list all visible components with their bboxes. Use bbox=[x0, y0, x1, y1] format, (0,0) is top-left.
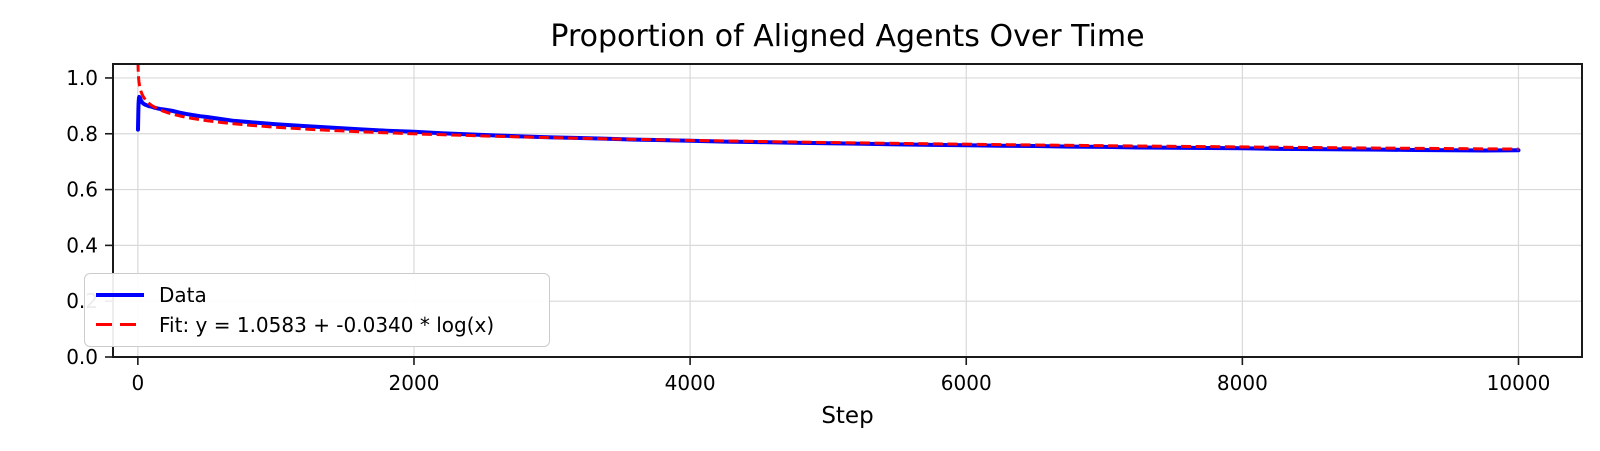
data-line bbox=[135, 94, 1521, 153]
legend-item-fit: Fit: y = 1.0583 + -0.0340 * log(x) bbox=[96, 313, 539, 337]
legend-item-data: Data bbox=[96, 283, 539, 307]
x-tick-label: 4000 bbox=[665, 371, 716, 395]
x-tick-label: 10000 bbox=[1487, 371, 1551, 395]
axis-spines bbox=[112, 63, 1583, 358]
y-tick-label: 0.4 bbox=[66, 233, 98, 257]
legend: Data Fit: y = 1.0583 + -0.0340 * log(x) bbox=[84, 273, 550, 347]
legend-label-fit: Fit: y = 1.0583 + -0.0340 * log(x) bbox=[159, 312, 495, 337]
y-tick-label: 0.8 bbox=[66, 122, 98, 146]
fit-line-swatch bbox=[96, 323, 144, 327]
x-tick-label: 0 bbox=[131, 371, 144, 395]
chart-title: Proportion of Aligned Agents Over Time bbox=[550, 19, 1145, 54]
x-tick-label: 6000 bbox=[941, 371, 992, 395]
legend-label-data: Data bbox=[159, 283, 207, 308]
x-tick-label: 8000 bbox=[1217, 371, 1268, 395]
data-line-swatch bbox=[96, 293, 144, 298]
x-tick-label: 2000 bbox=[389, 371, 440, 395]
y-tick-label: 0.0 bbox=[66, 345, 98, 369]
y-tick-label: 1.0 bbox=[66, 66, 98, 90]
y-tick-label: 0.6 bbox=[66, 178, 98, 202]
fit-line bbox=[136, 64, 1519, 151]
x-axis-label: Step bbox=[821, 403, 874, 429]
